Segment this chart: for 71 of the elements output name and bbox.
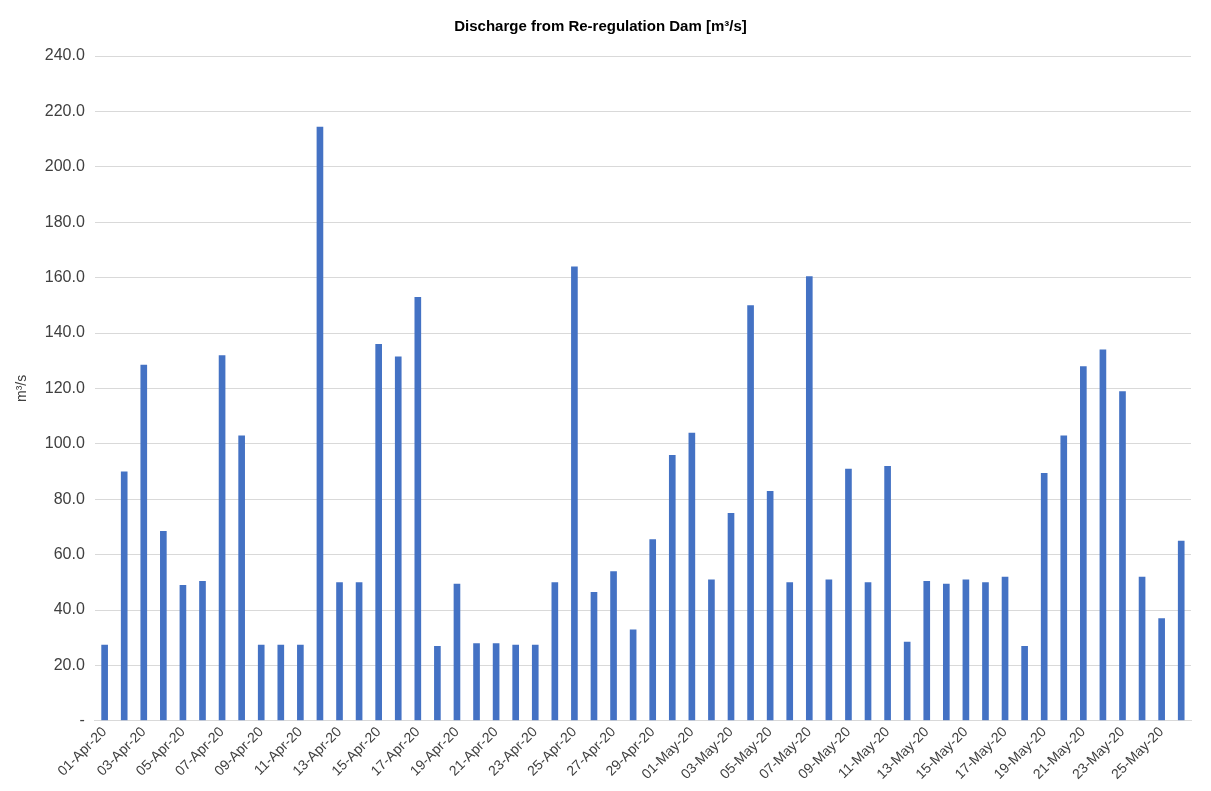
bar xyxy=(120,471,128,721)
bar xyxy=(747,305,754,721)
bar xyxy=(708,579,715,721)
bar xyxy=(238,435,245,721)
bar xyxy=(1158,618,1165,721)
bar xyxy=(199,580,206,721)
bar xyxy=(375,344,382,721)
y-tick-label: 100.0 xyxy=(44,434,85,452)
bar xyxy=(551,582,559,721)
bar xyxy=(962,579,970,721)
bar xyxy=(1138,576,1146,721)
bar xyxy=(218,355,226,721)
bar xyxy=(942,583,950,721)
bar xyxy=(492,643,500,721)
bar xyxy=(590,592,598,721)
bar xyxy=(825,579,833,721)
bar xyxy=(688,432,696,721)
bar xyxy=(1099,349,1107,721)
bar xyxy=(903,641,911,721)
bar xyxy=(629,629,637,721)
bar xyxy=(101,644,108,721)
y-tick-label: - xyxy=(79,711,85,729)
bar xyxy=(1177,540,1185,721)
bar xyxy=(414,296,422,721)
y-tick-label: 120.0 xyxy=(44,378,85,396)
bar xyxy=(571,266,578,721)
bar xyxy=(297,644,304,721)
bar xyxy=(1080,366,1087,721)
y-tick-label: 200.0 xyxy=(44,157,85,175)
bar xyxy=(257,644,265,721)
bar xyxy=(140,364,148,721)
bar xyxy=(531,644,539,721)
bar xyxy=(668,454,676,721)
y-tick-label: 140.0 xyxy=(44,323,85,341)
chart-title: Discharge from Re-regulation Dam [m³/s] xyxy=(454,17,747,35)
bar xyxy=(394,356,402,721)
bar xyxy=(864,582,872,721)
bar xyxy=(277,644,285,721)
y-tick-label: 220.0 xyxy=(44,101,85,119)
bar xyxy=(1060,435,1068,721)
bar xyxy=(179,585,187,721)
y-tick-label: 20.0 xyxy=(53,655,85,673)
y-axis-title: m³/s xyxy=(13,374,30,403)
bar xyxy=(160,531,167,721)
y-tick-label: 80.0 xyxy=(53,489,85,507)
bar xyxy=(884,465,891,721)
bar xyxy=(473,643,480,721)
bar xyxy=(766,490,774,721)
bar xyxy=(453,583,461,721)
bar xyxy=(1001,576,1009,721)
bar xyxy=(355,582,363,721)
bar xyxy=(845,468,852,721)
bar xyxy=(1040,472,1048,721)
y-tick-label: 160.0 xyxy=(44,268,85,286)
bar xyxy=(982,582,989,721)
y-tick-label: 180.0 xyxy=(44,212,85,230)
bar xyxy=(1119,391,1126,721)
bar xyxy=(923,580,931,721)
bar xyxy=(316,126,324,721)
bar xyxy=(786,582,794,721)
bar xyxy=(434,646,441,721)
bar xyxy=(805,276,813,721)
y-tick-label: 240.0 xyxy=(44,46,85,64)
bar xyxy=(1021,646,1028,721)
bar xyxy=(610,571,617,721)
bar xyxy=(649,539,657,721)
y-tick-label: 60.0 xyxy=(53,545,85,563)
bar xyxy=(512,644,520,721)
bar xyxy=(336,582,343,721)
bar xyxy=(727,513,735,721)
y-tick-label: 40.0 xyxy=(53,600,85,618)
